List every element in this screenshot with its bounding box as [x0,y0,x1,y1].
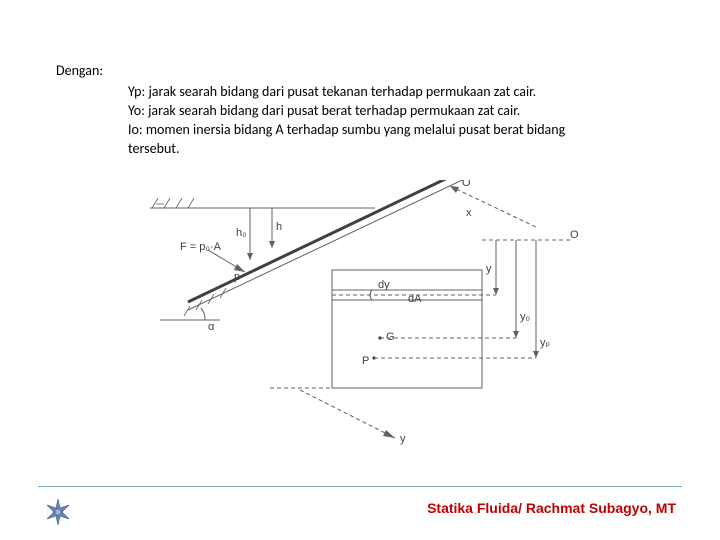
svg-text:p: p [234,271,240,283]
label-x: x [466,207,472,219]
footer-text: Statika Fluida/ Rachmat Subagyo, MT [427,500,676,516]
definition-block: Dengan: Yp: jarak searah bidang dari pus… [56,62,676,158]
label-dy: dy [378,279,390,291]
footer-divider [38,486,682,487]
label-y1: y [486,263,492,275]
label-yp: yₚ [540,337,551,349]
star-icon [44,498,72,526]
label-F: F = p₀·A [180,241,222,253]
label-y: y [400,433,406,445]
def-yp: Yp: jarak searah bidang dari pusat tekan… [128,83,676,102]
label-G: G [386,331,395,343]
label-P: P [362,355,369,367]
definitions-list: Yp: jarak searah bidang dari pusat tekan… [56,83,676,159]
label-alpha: α [208,321,215,333]
label-O-top: O [462,180,471,189]
def-yo: Yo: jarak searah bidang dari pusat berat… [128,102,676,121]
def-io2: tersebut. [128,140,676,159]
label-O-right: O [570,229,579,241]
label-yo: y₀ [520,311,530,323]
figure-diagram: O α h₀ h F = p₀·A p x dy dA G P [150,180,590,460]
label-ho: h₀ [236,227,247,239]
dengan-label: Dengan: [56,62,676,81]
def-io1: Io: momen inersia bidang A terhadap sumb… [128,121,676,140]
label-h: h [276,221,282,233]
